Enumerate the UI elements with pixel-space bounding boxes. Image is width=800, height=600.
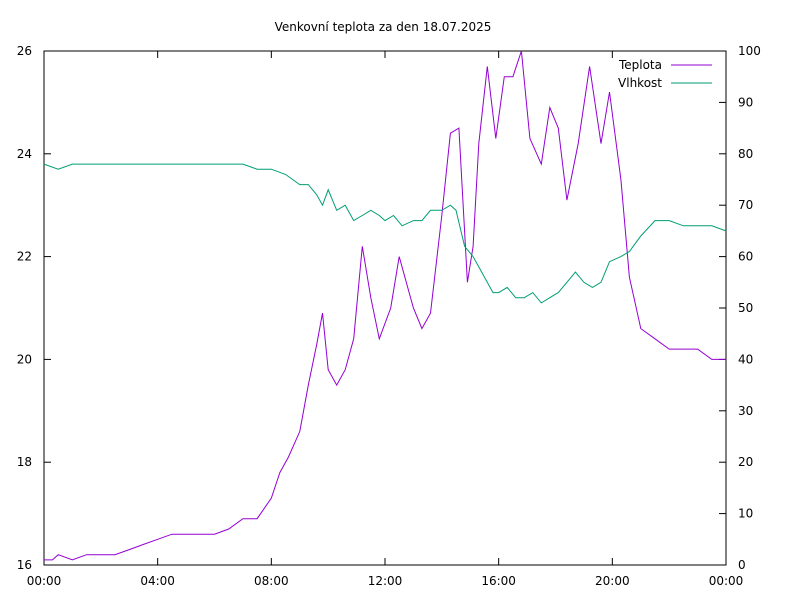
plot-frame	[43, 50, 727, 566]
left-tick-label: 24	[17, 147, 32, 161]
left-tick-label: 22	[17, 250, 32, 264]
x-tick-label: 00:00	[27, 574, 62, 588]
right-tick-label: 90	[738, 95, 753, 109]
left-tick-label: 20	[17, 352, 32, 366]
right-tick-label: 30	[738, 404, 753, 418]
chart-title: Venkovní teplota za den 18.07.2025	[275, 20, 492, 34]
series-layer	[43, 50, 727, 561]
x-tick-label: 16:00	[481, 574, 516, 588]
right-tick-label: 70	[738, 198, 753, 212]
legend-label-vlhkost: Vlhkost	[618, 76, 662, 90]
left-tick-label: 26	[17, 44, 32, 58]
right-tick-label: 40	[738, 352, 753, 366]
left-tick-label: 16	[17, 558, 32, 572]
right-tick-label: 50	[738, 301, 753, 315]
legend: Teplota Vlhkost	[618, 58, 712, 90]
right-tick-label: 80	[738, 147, 753, 161]
series-line-vlhkost	[43, 163, 727, 304]
x-tick-label: 08:00	[254, 574, 289, 588]
legend-label-teplota: Teplota	[618, 58, 662, 72]
series-line-teplota	[44, 50, 726, 561]
right-tick-label: 100	[738, 44, 761, 58]
x-tick-label: 20:00	[595, 574, 630, 588]
x-tick-label: 12:00	[368, 574, 403, 588]
left-axis-ticks: 16 18 20 22 24 26	[17, 44, 51, 572]
right-tick-label: 20	[738, 455, 753, 469]
right-tick-label: 0	[738, 558, 746, 572]
x-tick-label: 00:00	[709, 574, 744, 588]
right-tick-label: 10	[738, 507, 753, 521]
x-tick-label: 04:00	[140, 574, 175, 588]
right-tick-label: 60	[738, 250, 753, 264]
left-tick-label: 18	[17, 455, 32, 469]
x-axis-ticks: 00:00 04:00 08:00 12:00 16:00 20:00 00:00	[27, 51, 744, 588]
right-axis-ticks: 0 10 20 30 40 50 60 70 80 90 100	[719, 44, 761, 572]
